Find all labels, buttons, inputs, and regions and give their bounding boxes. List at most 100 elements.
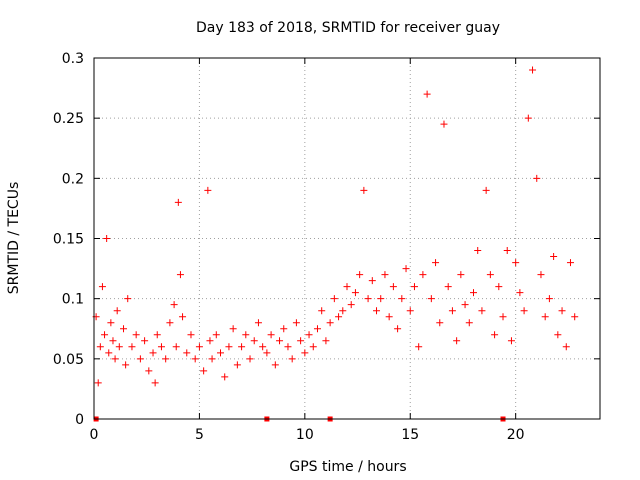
- data-point: [415, 343, 423, 351]
- data-point: [238, 343, 246, 351]
- data-point: [122, 361, 130, 369]
- data-point: [280, 325, 288, 333]
- data-point: [250, 337, 258, 345]
- data-point: [172, 343, 180, 351]
- data-point: [200, 367, 208, 375]
- data-point: [368, 277, 376, 285]
- data-point: [524, 114, 532, 122]
- data-point: [242, 331, 250, 339]
- data-point: [541, 313, 549, 321]
- data-point: [292, 319, 300, 327]
- data-point: [520, 307, 528, 315]
- data-point: [389, 283, 397, 291]
- data-point: [206, 337, 214, 345]
- data-point: [225, 343, 233, 351]
- data-point: [339, 307, 347, 315]
- data-point: [499, 313, 507, 321]
- data-point: [109, 337, 117, 345]
- y-tick-label: 0.15: [53, 232, 84, 248]
- data-point: [318, 307, 326, 315]
- data-point: [124, 295, 132, 303]
- data-point: [157, 343, 165, 351]
- data-point: [482, 186, 490, 194]
- data-point: [343, 283, 351, 291]
- data-point: [503, 247, 511, 255]
- data-point: [128, 343, 136, 351]
- data-point: [373, 307, 381, 315]
- x-tick-label: 15: [401, 427, 419, 443]
- data-point: [330, 295, 338, 303]
- data-point: [145, 367, 153, 375]
- data-point: [98, 283, 106, 291]
- data-point: [558, 307, 566, 315]
- data-point: [444, 283, 452, 291]
- data-point: [233, 361, 241, 369]
- data-point: [448, 307, 456, 315]
- data-point: [288, 355, 296, 363]
- data-point: [491, 331, 499, 339]
- y-tick-label: 0.25: [53, 111, 84, 127]
- data-point: [267, 331, 275, 339]
- y-tick-label: 0.3: [62, 51, 84, 67]
- data-point: [381, 271, 389, 279]
- data-point: [402, 265, 410, 273]
- data-point: [195, 343, 203, 351]
- data-point: [179, 313, 187, 321]
- y-tick-label: 0.1: [62, 292, 84, 308]
- data-point: [335, 313, 343, 321]
- axis-ticks: [93, 57, 600, 420]
- data-point: [132, 331, 140, 339]
- tick-labels: 0 5 10 15 20 0 0.05 0.1 0.15 0.2 0.25 0.3: [53, 51, 525, 443]
- data-point: [149, 349, 157, 357]
- data-point: [136, 355, 144, 363]
- data-point: [276, 337, 284, 345]
- data-point: [457, 271, 465, 279]
- data-point: [246, 355, 254, 363]
- data-point: [153, 331, 161, 339]
- data-point: [221, 373, 229, 381]
- data-point: [309, 343, 317, 351]
- data-point: [94, 379, 102, 387]
- data-point: [486, 271, 494, 279]
- chart-title: Day 183 of 2018, SRMTID for receiver gua…: [196, 20, 500, 36]
- data-point: [529, 66, 537, 74]
- data-point: [96, 343, 104, 351]
- data-point: [322, 337, 330, 345]
- data-point: [394, 325, 402, 333]
- x-tick-label: 10: [296, 427, 314, 443]
- x-tick-label: 20: [507, 427, 525, 443]
- data-point: [550, 253, 558, 261]
- data-point: [465, 319, 473, 327]
- data-point: [176, 271, 184, 279]
- data-point: [204, 186, 212, 194]
- data-point: [301, 349, 309, 357]
- grid-lines: [94, 58, 600, 419]
- data-point: [478, 307, 486, 315]
- data-point: [115, 343, 123, 351]
- data-point: [474, 247, 482, 255]
- y-tick-label: 0.2: [62, 171, 84, 187]
- data-point: [151, 379, 159, 387]
- y-tick-label: 0.05: [53, 352, 84, 368]
- x-tick-label: 5: [195, 427, 204, 443]
- data-point: [453, 337, 461, 345]
- x-axis-label: GPS time / hours: [289, 459, 406, 475]
- data-point: [562, 343, 570, 351]
- data-point: [423, 90, 431, 98]
- data-point: [254, 319, 262, 327]
- data-point: [398, 295, 406, 303]
- data-point: [170, 301, 178, 309]
- data-point: [360, 186, 368, 194]
- data-point: [105, 349, 113, 357]
- data-point: [406, 307, 414, 315]
- data-point: [566, 259, 574, 267]
- data-point: [507, 337, 515, 345]
- data-point: [385, 313, 393, 321]
- data-point: [263, 349, 271, 357]
- data-point: [377, 295, 385, 303]
- data-point: [470, 289, 477, 297]
- data-point: [229, 325, 237, 333]
- data-point: [141, 337, 149, 345]
